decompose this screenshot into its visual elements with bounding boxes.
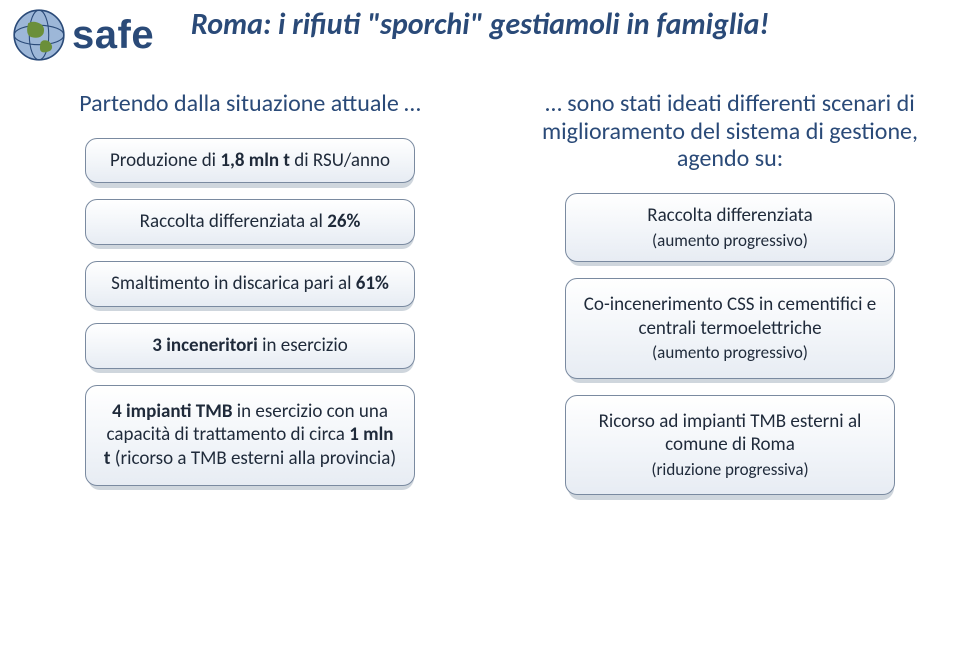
pill: Ricorso ad impianti TMB esterni al comun… — [565, 395, 895, 496]
right-intro: … sono stati ideati differenti scenari d… — [540, 90, 920, 173]
pill: 3 inceneritori in esercizio — [85, 323, 415, 369]
right-item: Co-incenerimento CSS in cementifici e ce… — [565, 278, 895, 379]
left-item: Raccolta differenziata al 26% — [85, 199, 415, 245]
pill: Raccolta differenziata(aumento progressi… — [565, 193, 895, 262]
slide: safe Roma: i rifiuti "sporchi" gestiamol… — [0, 0, 960, 667]
left-item: 3 inceneritori in esercizio — [85, 323, 415, 369]
pill: 4 impianti TMB in esercizio con una capa… — [85, 385, 415, 486]
pill: Co-incenerimento CSS in cementifici e ce… — [565, 278, 895, 379]
left-column: Partendo dalla situazione attuale … Prod… — [60, 90, 440, 502]
pill: Produzione di 1,8 mln t di RSU/anno — [85, 138, 415, 184]
left-intro: Partendo dalla situazione attuale … — [60, 90, 440, 118]
right-pill-list: Raccolta differenziata(aumento progressi… — [540, 193, 920, 496]
left-item: 4 impianti TMB in esercizio con una capa… — [85, 385, 415, 486]
left-item: Smaltimento in discarica pari al 61% — [85, 261, 415, 307]
slide-title: Roma: i rifiuti "sporchi" gestiamoli in … — [0, 6, 960, 43]
left-pill-list: Produzione di 1,8 mln t di RSU/anno Racco… — [60, 138, 440, 486]
pill: Smaltimento in discarica pari al 61% — [85, 261, 415, 307]
right-column: … sono stati ideati differenti scenari d… — [540, 90, 920, 511]
left-item: Produzione di 1,8 mln t di RSU/anno — [85, 138, 415, 184]
right-item: Raccolta differenziata(aumento progressi… — [565, 193, 895, 262]
right-item: Ricorso ad impianti TMB esterni al comun… — [565, 395, 895, 496]
pill: Raccolta differenziata al 26% — [85, 199, 415, 245]
